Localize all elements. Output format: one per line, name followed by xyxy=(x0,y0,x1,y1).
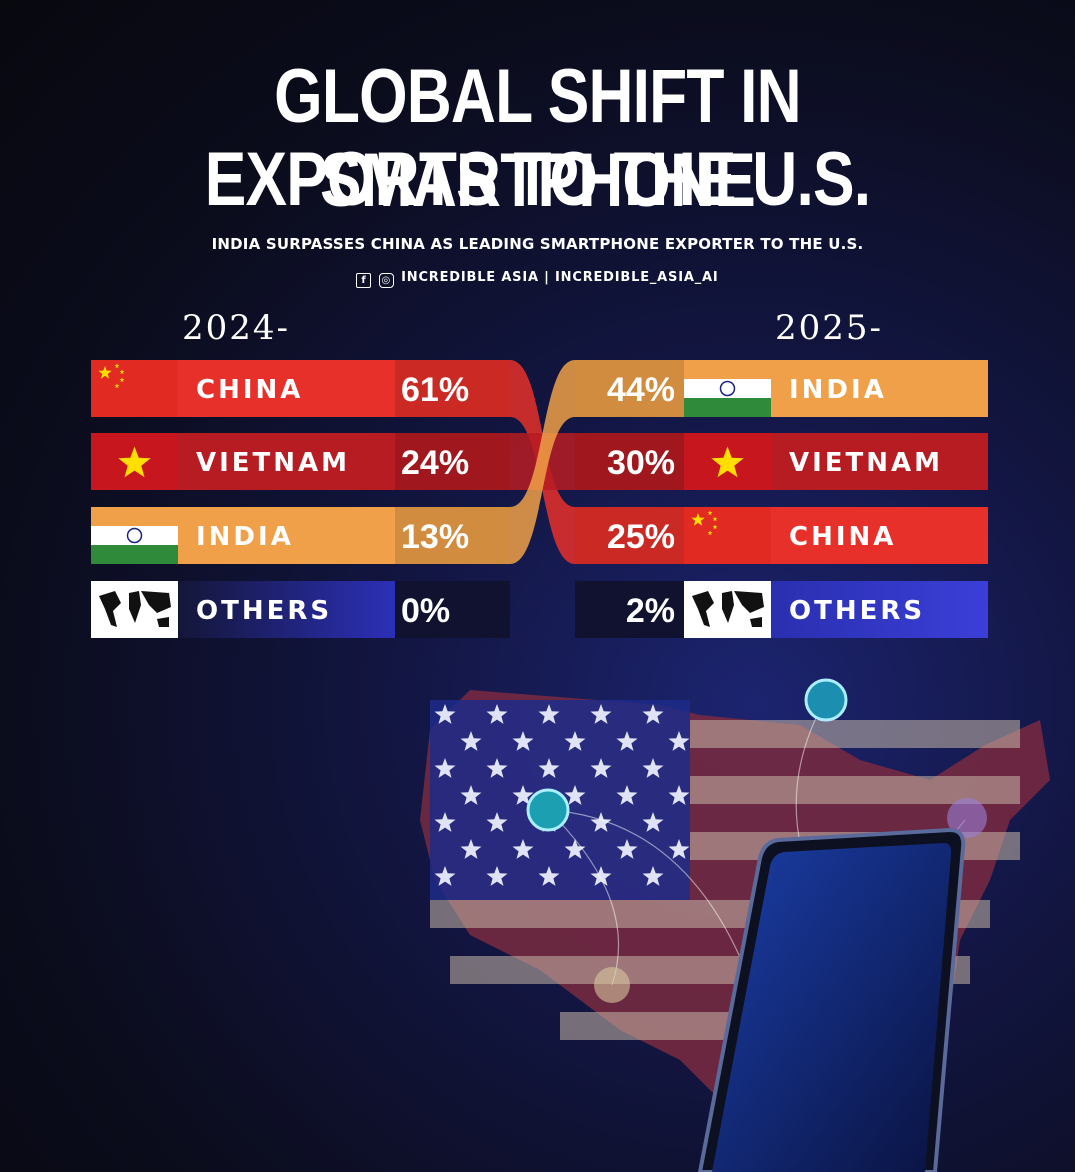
left-value-label: 0% xyxy=(401,592,450,630)
flag-star xyxy=(434,758,456,778)
flag-star xyxy=(642,758,664,778)
vietnam-flag-icon xyxy=(684,433,771,490)
flag-star xyxy=(434,704,456,724)
left-row-china: CHINA 61% xyxy=(91,360,510,417)
left-value-band-others xyxy=(395,581,510,638)
social-text: INCREDIBLE ASIA | INCREDIBLE_ASIA_AI xyxy=(401,270,719,285)
flag-star xyxy=(668,839,690,859)
flag-star xyxy=(460,839,482,859)
smartphone-illustration xyxy=(697,827,966,1172)
right-bar-india xyxy=(575,360,988,417)
right-value-band-others xyxy=(575,581,684,638)
right-row-vietnam: VIETNAM 30% xyxy=(575,433,988,490)
china-flag-icon xyxy=(91,360,178,417)
left-value-band xyxy=(395,433,510,490)
flag-stars xyxy=(434,704,690,886)
flag-star xyxy=(668,785,690,805)
flag-star xyxy=(486,866,508,886)
flag-star xyxy=(642,812,664,832)
right-country-label: OTHERS xyxy=(789,596,925,626)
flow-ribbons xyxy=(510,360,575,564)
right-value-band xyxy=(575,507,684,564)
title-line-1: GLOBAL SHIFT IN SMARTPHONE xyxy=(274,54,801,223)
left-value-label: 13% xyxy=(401,518,469,556)
instagram-icon: ◎ xyxy=(378,273,394,288)
flag-star xyxy=(434,866,456,886)
flag-star xyxy=(590,866,612,886)
right-country-label: INDIA xyxy=(789,375,887,405)
others-flag-icon xyxy=(91,581,178,638)
right-bar-china xyxy=(575,507,988,564)
flag-star xyxy=(616,785,638,805)
facebook-icon: f xyxy=(356,273,372,288)
left-country-label: VIETNAM xyxy=(196,448,350,478)
left-value-band xyxy=(395,360,510,417)
flag-star xyxy=(460,785,482,805)
right-bar-vietnam xyxy=(575,433,988,490)
right-bar-others xyxy=(770,581,988,638)
others-flag-icon xyxy=(684,581,771,638)
india-flag-icon xyxy=(91,507,178,564)
flag-star xyxy=(616,731,638,751)
ribbon-india xyxy=(510,360,575,564)
year-2024-label: 2024- xyxy=(182,308,291,348)
flag-star xyxy=(512,731,534,751)
india-flag-icon xyxy=(684,360,771,417)
flag-star xyxy=(590,812,612,832)
flag-star xyxy=(642,866,664,886)
right-value-label: 44% xyxy=(607,371,675,409)
flag-star xyxy=(538,758,560,778)
left-country-label: OTHERS xyxy=(196,596,332,626)
subtitle: INDIA SURPASSES CHINA AS LEADING SMARTPH… xyxy=(211,235,864,253)
right-country-label: VIETNAM xyxy=(789,448,943,478)
flag-star xyxy=(590,758,612,778)
flag-star xyxy=(564,839,586,859)
left-country-label: INDIA xyxy=(196,522,294,552)
flag-star xyxy=(434,812,456,832)
right-row-china: CHINA 25% xyxy=(575,507,988,564)
flag-star xyxy=(642,704,664,724)
left-value-label: 24% xyxy=(401,444,469,482)
left-value-band xyxy=(395,507,510,564)
location-pin-icons xyxy=(526,678,987,1003)
left-row-others: OTHERS 0% xyxy=(91,581,510,638)
flag-star xyxy=(460,731,482,751)
right-value-band xyxy=(575,360,684,417)
left-value-label: 61% xyxy=(401,371,469,409)
left-row-vietnam: VIETNAM 24% xyxy=(91,433,510,490)
title-line-2: EXPORTS TO THE U.S. xyxy=(204,137,871,222)
right-row-india: INDIA 44% xyxy=(575,360,988,417)
flag-star xyxy=(512,839,534,859)
right-value-label: 30% xyxy=(607,444,675,482)
flag-star xyxy=(486,812,508,832)
flag-star xyxy=(538,704,560,724)
vietnam-flag-icon xyxy=(91,433,178,490)
flag-star xyxy=(616,839,638,859)
country-bars: CHINA 61% VIETNAM 24% INDIA 13% OTHERS 0% INDIA 4… xyxy=(91,360,988,638)
us-map-illustration xyxy=(420,678,1050,1172)
flag-star xyxy=(486,758,508,778)
left-row-india: INDIA 13% xyxy=(91,507,510,564)
flag-star xyxy=(512,785,534,805)
left-bar-india xyxy=(178,507,510,564)
flag-star xyxy=(668,731,690,751)
flag-star xyxy=(564,785,586,805)
china-flag-icon xyxy=(684,507,771,564)
flag-star xyxy=(486,704,508,724)
year-2025-label: 2025- xyxy=(775,308,884,348)
left-bar-vietnam xyxy=(178,433,510,490)
flag-star xyxy=(538,866,560,886)
right-value-band xyxy=(575,433,684,490)
right-value-label: 2% xyxy=(626,592,675,630)
left-bar-china xyxy=(178,360,510,417)
right-row-others: OTHERS 2% xyxy=(575,581,988,638)
flag-star xyxy=(564,731,586,751)
right-country-label: CHINA xyxy=(789,522,896,552)
right-value-label: 25% xyxy=(607,518,675,556)
flag-star xyxy=(590,704,612,724)
left-country-label: CHINA xyxy=(196,375,303,405)
social-handles: f ◎ INCREDIBLE ASIA | INCREDIBLE_ASIA_AI xyxy=(0,270,1075,288)
left-bar-others xyxy=(178,581,395,638)
